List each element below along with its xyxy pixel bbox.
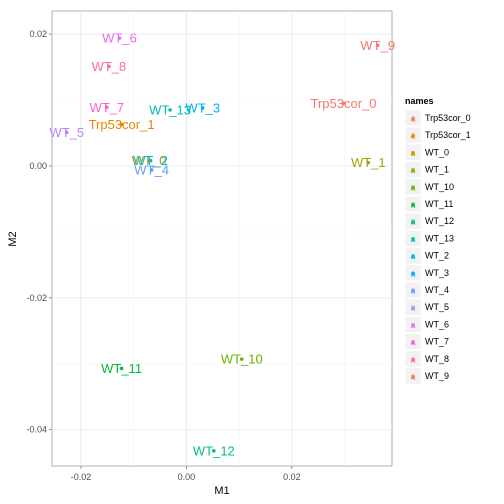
legend-label: WT_9 [425, 371, 449, 381]
x-tick-label: -0.02 [71, 472, 92, 482]
legend-label: WT_8 [425, 354, 449, 364]
legend-label: WT_12 [425, 216, 454, 226]
legend-label: WT_3 [425, 268, 449, 278]
legend-key-glyph: a [410, 217, 415, 227]
legend-key-point [411, 117, 415, 121]
legend-key-glyph: a [410, 303, 415, 313]
legend-label: Trp53cor_0 [425, 113, 471, 123]
legend-key-glyph: a [410, 165, 415, 175]
legend-label: WT_6 [425, 319, 449, 329]
point-label: WT_9 [360, 38, 395, 53]
legend-key-glyph: a [410, 234, 415, 244]
legend-key-glyph: a [410, 251, 415, 261]
legend-label: WT_1 [425, 165, 449, 175]
data-points [64, 36, 380, 453]
point-label: WT_4 [134, 162, 169, 177]
data-point [212, 449, 216, 453]
legend-key-point [411, 134, 415, 138]
point-label: WT_13 [149, 102, 191, 117]
legend-key-point [411, 289, 415, 293]
point-label: WT_5 [49, 125, 84, 140]
data-point [148, 158, 153, 163]
data-point [341, 101, 346, 106]
point-labels: Trp53cor_0 Trp53cor_1 WT_0 WT_1 WT_10 WT_11 WT… [49, 31, 395, 459]
legend-label: WT_2 [425, 251, 449, 261]
data-point [107, 64, 111, 69]
legend-key-point [411, 255, 415, 259]
point-label: WT_7 [89, 100, 124, 115]
data-point [239, 357, 244, 361]
data-point [200, 106, 205, 110]
legend-key-glyph: a [410, 337, 415, 347]
data-point [119, 366, 124, 371]
data-point [375, 43, 380, 48]
legend-key-point [411, 272, 415, 276]
data-point [64, 130, 69, 135]
legend-label: WT_4 [425, 285, 449, 295]
x-axis-title: M1 [214, 485, 229, 497]
legend-label: WT_0 [425, 147, 449, 157]
legend-key-glyph: a [410, 372, 415, 382]
y-axis-ticks: 0.02 0.00 -0.02 -0.04 [26, 29, 52, 435]
data-point [168, 108, 172, 112]
legend-key-glyph: a [410, 268, 415, 278]
legend-key-point [411, 186, 415, 190]
legend-label: WT_11 [425, 199, 453, 209]
legend-key-glyph: a [410, 114, 415, 124]
legend-label: WT_5 [425, 302, 449, 312]
data-point [117, 36, 122, 40]
legend-label: WT_13 [425, 233, 454, 243]
point-label: WT_12 [193, 443, 235, 458]
point-label: WT_2 [133, 153, 168, 168]
panel-background [51, 10, 393, 467]
data-point [149, 168, 154, 172]
data-point [366, 160, 371, 165]
legend-key-point [411, 237, 415, 241]
y-tick-label: 0.00 [29, 161, 47, 171]
data-point [105, 105, 109, 110]
legend-key-glyph: a [410, 286, 415, 296]
y-tick-label: -0.02 [26, 293, 47, 303]
legend-key-point [411, 203, 415, 207]
y-tick-label: -0.04 [26, 425, 47, 435]
legend-label: WT_10 [425, 182, 454, 192]
legend-key-glyph: a [410, 320, 415, 330]
legend-label: Trp53cor_1 [425, 130, 471, 140]
x-tick-label: 0.00 [178, 472, 196, 482]
point-label: Trp53cor_1 [89, 117, 155, 132]
point-label: WT_10 [221, 352, 263, 367]
legend-key-point [411, 323, 415, 327]
legend-key-point [411, 306, 415, 310]
point-label: WT_11 [101, 361, 142, 376]
legend-key-glyph: a [410, 200, 415, 210]
grid-lines [52, 11, 392, 466]
legend-key-glyph: a [410, 148, 415, 158]
data-point [119, 122, 124, 127]
legend-key-point [411, 220, 415, 224]
legend-key-glyph: a [410, 354, 415, 364]
point-label: WT_3 [185, 100, 220, 115]
point-label: Trp53cor_0 [311, 96, 377, 111]
legend-label: WT_7 [425, 337, 449, 347]
x-tick-label: 0.02 [283, 472, 301, 482]
point-label: WT_0 [132, 153, 167, 168]
legend-key-point [411, 151, 415, 155]
y-tick-label: 0.02 [29, 29, 47, 39]
legend: names a Trp53cor_0a Trp53cor_1a WT_0a WT_1a W… [404, 96, 471, 385]
legend-key-point [411, 358, 415, 362]
point-label: WT_6 [102, 31, 137, 46]
point-label: WT_1 [351, 155, 386, 170]
legend-key-point [411, 375, 415, 379]
legend-key-glyph: a [410, 182, 415, 192]
legend-key-point [411, 169, 415, 173]
point-label: WT_8 [92, 59, 127, 74]
legend-title: names [405, 96, 434, 106]
legend-key-glyph: a [410, 131, 415, 141]
x-axis-ticks: -0.02 0.00 0.02 [71, 466, 301, 482]
legend-key-point [411, 341, 415, 345]
y-axis-title: M2 [7, 231, 19, 246]
